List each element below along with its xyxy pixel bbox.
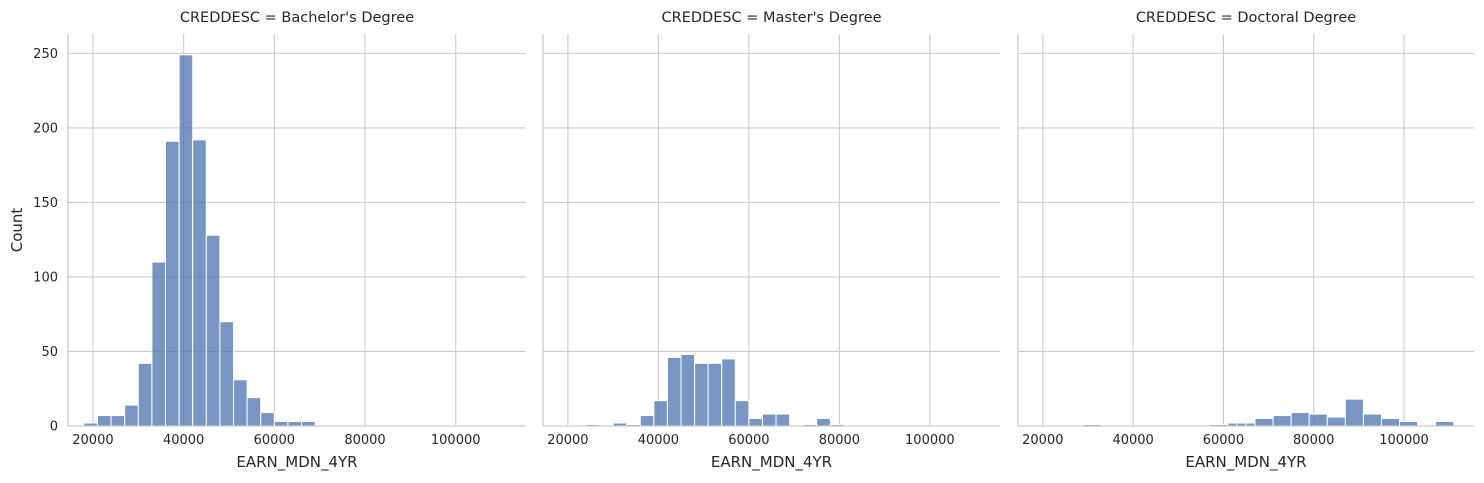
histogram-bar <box>124 404 139 427</box>
histogram-bar <box>639 415 655 427</box>
y-tick-label: 100 <box>33 270 58 285</box>
histogram-bar <box>1272 415 1292 427</box>
histogram-bar <box>680 353 696 427</box>
histogram-bar <box>110 415 126 427</box>
histogram-bar <box>205 234 221 427</box>
x-axis-title: EARN_MDN_4YR <box>1185 453 1306 472</box>
facet-bachelors-degree: 20000 40000 60000 80000 100000 0 50 100 150 200 25… <box>8 10 526 472</box>
x-tick-label: 20000 <box>547 433 588 448</box>
x-tick-label: 80000 <box>344 433 385 448</box>
histogram-bar <box>260 412 275 427</box>
histogram-bar <box>1254 418 1274 427</box>
x-tick-label: 100000 <box>431 433 481 448</box>
x-axis-title: EARN_MDN_4YR <box>711 453 832 472</box>
histogram-bar <box>666 356 682 427</box>
y-tick-label: 150 <box>33 196 58 211</box>
histogram-bar <box>192 139 207 427</box>
histogram-bar <box>721 358 736 427</box>
y-tick-label: 200 <box>33 121 58 136</box>
x-tick-label: 100000 <box>905 433 955 448</box>
histogram-bar <box>761 413 777 427</box>
facet-doctoral-degree: 20000 40000 60000 80000 100000 CREDDESC = Doc… <box>1017 10 1474 472</box>
histogram-bar <box>775 413 791 427</box>
x-tick-label: 40000 <box>1112 433 1153 448</box>
histogram-bar <box>219 321 235 427</box>
x-tick-label: 40000 <box>638 433 679 448</box>
x-tick-label: 60000 <box>254 433 295 448</box>
x-tick-label: 20000 <box>72 433 113 448</box>
y-tick-label: 250 <box>33 47 58 62</box>
facet-masters-degree: 20000 40000 60000 80000 100000 CREDDESC = Mas… <box>542 10 1000 472</box>
histogram-bar <box>653 400 668 427</box>
x-tick-label: 60000 <box>1203 433 1244 448</box>
histogram-bar <box>1362 413 1382 427</box>
facet-title: CREDDESC = Master's Degree <box>662 10 882 26</box>
facet-title: CREDDESC = Doctoral Degree <box>1136 10 1356 26</box>
histogram-bar <box>1399 421 1419 427</box>
x-tick-label: 20000 <box>1022 433 1063 448</box>
histogram-bar <box>287 421 303 427</box>
histogram-bar <box>164 140 180 427</box>
y-axis-title: Count <box>8 208 26 253</box>
x-tick-label: 80000 <box>1293 433 1334 448</box>
histogram-bar <box>301 421 316 427</box>
histogram-bar <box>1344 398 1364 427</box>
histogram-bar <box>233 379 248 427</box>
histogram-bar <box>1290 412 1310 427</box>
histogram-bar <box>734 400 750 427</box>
histogram-bar <box>748 418 763 427</box>
x-tick-label: 100000 <box>1379 433 1429 448</box>
histogram-bar <box>178 54 194 427</box>
histogram-bar <box>273 421 289 427</box>
histogram-bar <box>1435 421 1455 427</box>
y-tick-label: 0 <box>50 420 58 435</box>
x-tick-label: 80000 <box>819 433 860 448</box>
x-axis-title: EARN_MDN_4YR <box>236 453 357 472</box>
histogram-bar <box>137 362 153 427</box>
y-tick-label: 50 <box>41 345 58 360</box>
x-tick-label: 60000 <box>728 433 769 448</box>
histogram-bar <box>96 415 112 427</box>
histogram-bar <box>1326 416 1346 427</box>
histogram-bar <box>707 362 723 427</box>
histogram-bar <box>816 418 831 427</box>
facet-title: CREDDESC = Bachelor's Degree <box>180 10 414 26</box>
histogram-bar <box>1308 413 1328 427</box>
x-tick-label: 40000 <box>163 433 204 448</box>
histogram-bar <box>694 362 709 427</box>
histogram-bar <box>246 397 262 427</box>
histogram-bar <box>151 261 166 427</box>
histogram-bar <box>1380 418 1401 427</box>
